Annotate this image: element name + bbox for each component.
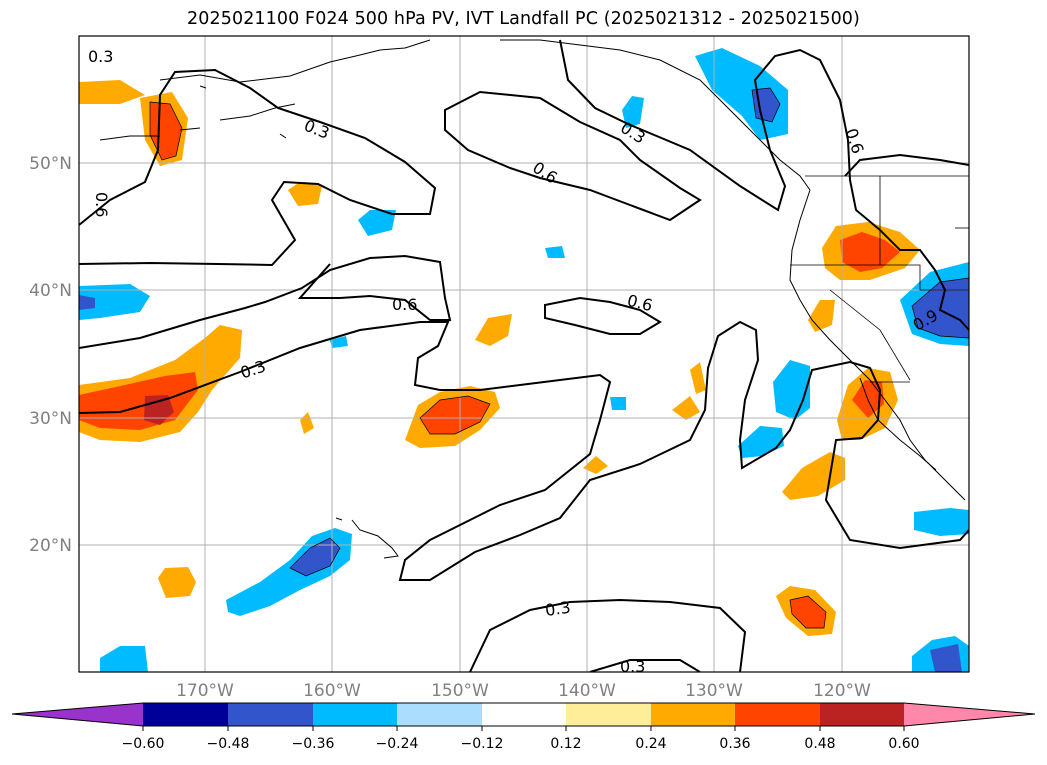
colorbar-tick-label: 0.24 [635, 736, 666, 752]
lon-label: 160°W [303, 681, 361, 701]
lat-label: 20°N [29, 536, 72, 556]
colorbar-segment [313, 703, 397, 726]
lat-label: 40°N [29, 281, 72, 301]
colorbar-tick-label: −0.36 [292, 736, 335, 752]
map-title: 2025021100 F024 500 hPa PV, IVT Landfall… [187, 9, 860, 29]
lon-label: 150°W [431, 681, 489, 701]
colorbar-segment [820, 703, 904, 726]
lon-labels: 170°W 160°W 150°W 140°W 130°W 120°W [176, 681, 871, 701]
contour-label: 0.3 [544, 598, 572, 620]
contour-label: 0.6 [92, 192, 111, 217]
pv-contours [79, 39, 969, 672]
colorbar-tick-label: 0.48 [804, 736, 835, 752]
colorbar-tick-label: −0.48 [207, 736, 250, 752]
lon-label: 130°W [685, 681, 743, 701]
contour-label: 0.3 [88, 47, 113, 66]
lat-label: 50°N [29, 154, 72, 174]
colorbar-extend-low [12, 703, 143, 726]
map-frame [78, 35, 970, 673]
colorbar-tick-label: 0.60 [888, 736, 919, 752]
colorbar-segment [397, 703, 482, 726]
colorbar-tick-label: −0.24 [376, 736, 419, 752]
colorbar-segment [482, 703, 566, 726]
colorbar-segment [651, 703, 735, 726]
colorbar-tick-label: 0.12 [550, 736, 581, 752]
lat-label: 30°N [29, 409, 72, 429]
contour-label: 0.3 [620, 657, 645, 676]
colorbar-tick-label: −0.60 [122, 736, 165, 752]
lon-label: 140°W [558, 681, 616, 701]
colorbar-tick-label: −0.12 [461, 736, 504, 752]
contour-label: 0.6 [392, 295, 417, 314]
colorbar-segment [143, 703, 228, 726]
lon-label: 120°W [813, 681, 871, 701]
colorbar-segment [228, 703, 313, 726]
colorbar-segment [566, 703, 651, 726]
colorbar-extend-high [904, 703, 1035, 726]
lon-label: 170°W [176, 681, 234, 701]
colorbar-segment [735, 703, 820, 726]
lat-labels: 50°N 40°N 30°N 20°N [29, 154, 72, 556]
coastlines [99, 39, 966, 559]
colorbar-tick-label: 0.36 [719, 736, 750, 752]
colorbar: −0.60 −0.48 −0.36 −0.24 −0.12 0.12 0.24 … [11, 702, 1036, 752]
